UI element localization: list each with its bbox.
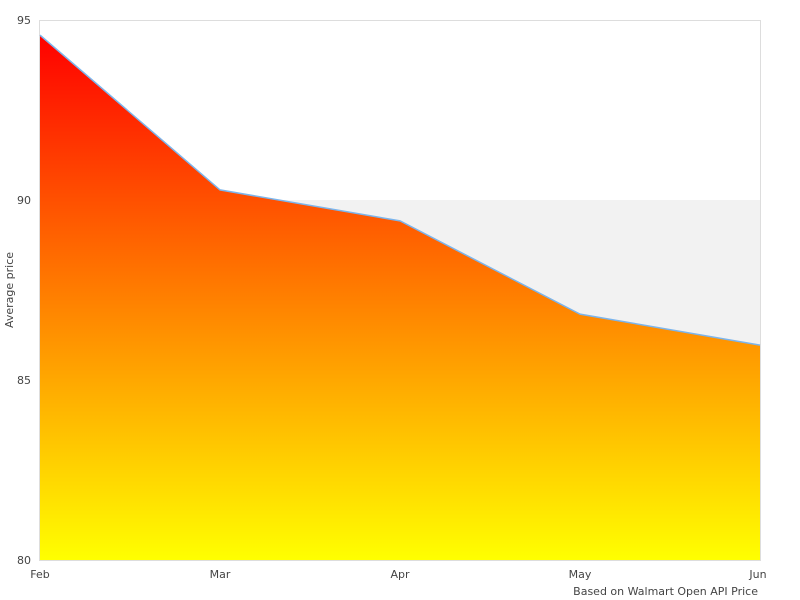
- x-tick-label: Feb: [30, 568, 49, 581]
- y-axis-label: Average price: [3, 252, 16, 328]
- y-tick-label: 95: [17, 14, 31, 27]
- y-axis-ticks: 80 85 90 95: [17, 14, 31, 567]
- x-tick-label: Mar: [210, 568, 231, 581]
- y-tick-label: 85: [17, 374, 31, 387]
- x-axis-ticks: Feb Mar Apr May Jun: [30, 568, 766, 581]
- x-tick-label: Apr: [390, 568, 410, 581]
- area-series: [40, 35, 760, 561]
- x-tick-label: Jun: [748, 568, 766, 581]
- credits-text[interactable]: Based on Walmart Open API Price: [573, 585, 758, 598]
- y-tick-label: 90: [17, 194, 31, 207]
- plot-border: [39, 20, 761, 561]
- x-tick-label: May: [569, 568, 592, 581]
- series-line: [39, 34, 761, 346]
- y-tick-label: 80: [17, 554, 31, 567]
